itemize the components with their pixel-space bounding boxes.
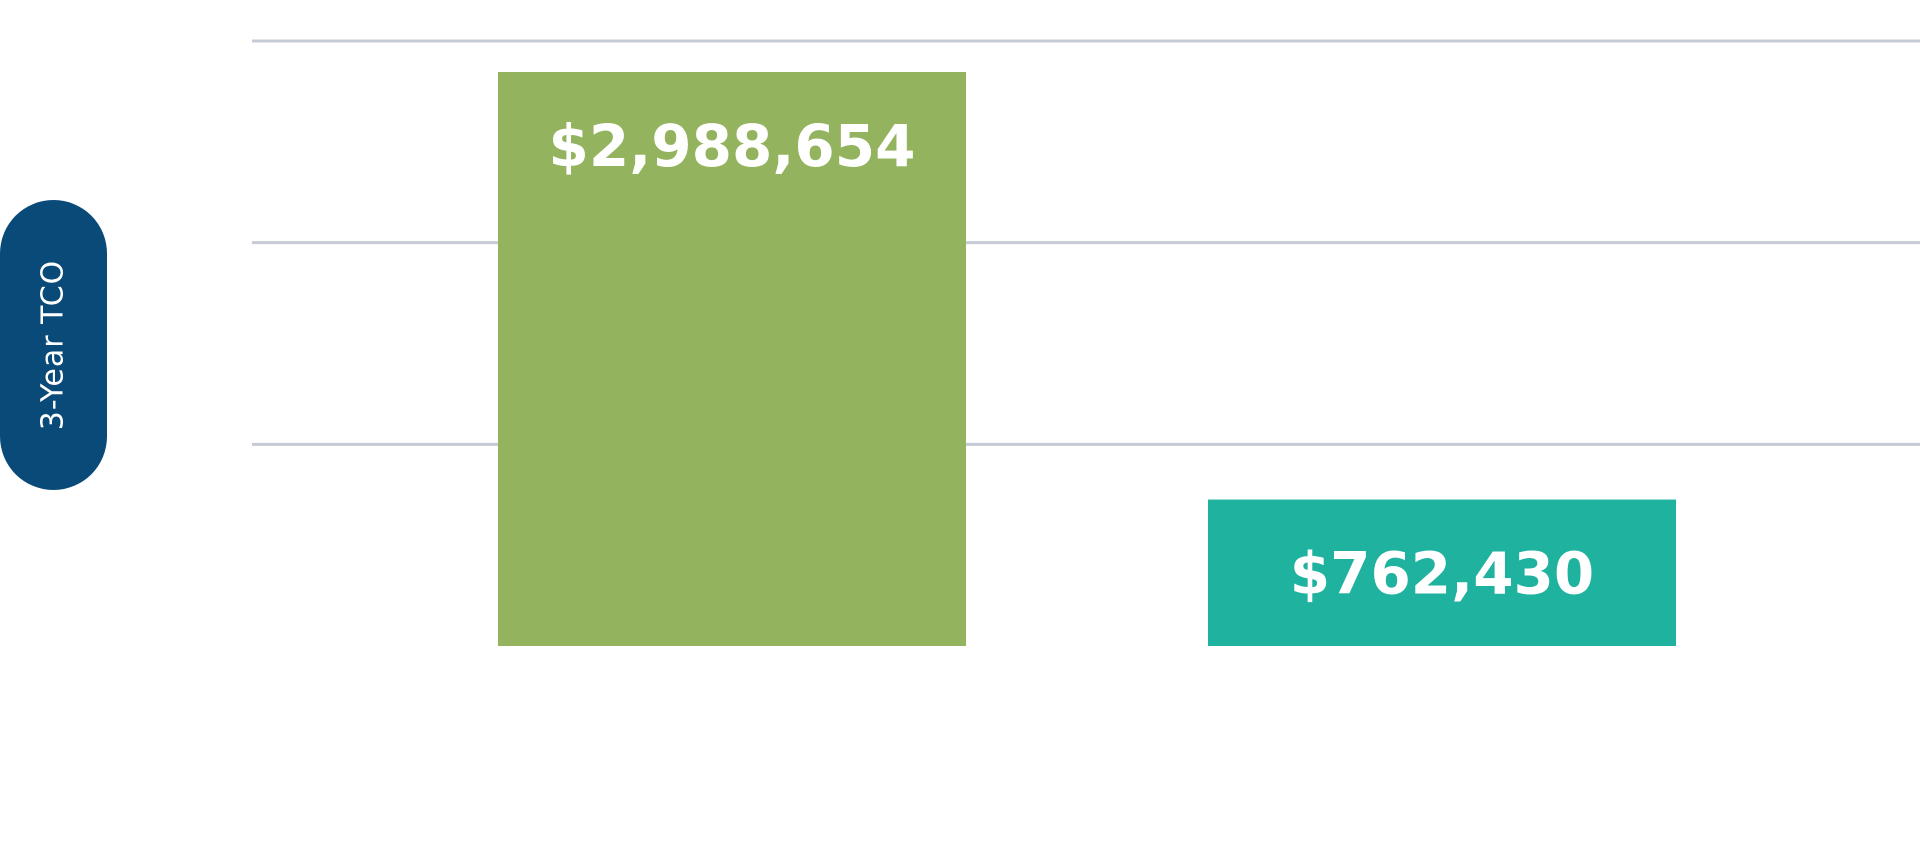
bar-value-label-0: $2,988,654 [549,112,916,180]
bar-value-label-1: $762,430 [1290,540,1595,608]
bar-0 [498,71,966,647]
bar-1 [1208,499,1676,646]
y-axis-label: 3-Year TCO [35,259,71,431]
ylabel-badge [0,200,107,490]
